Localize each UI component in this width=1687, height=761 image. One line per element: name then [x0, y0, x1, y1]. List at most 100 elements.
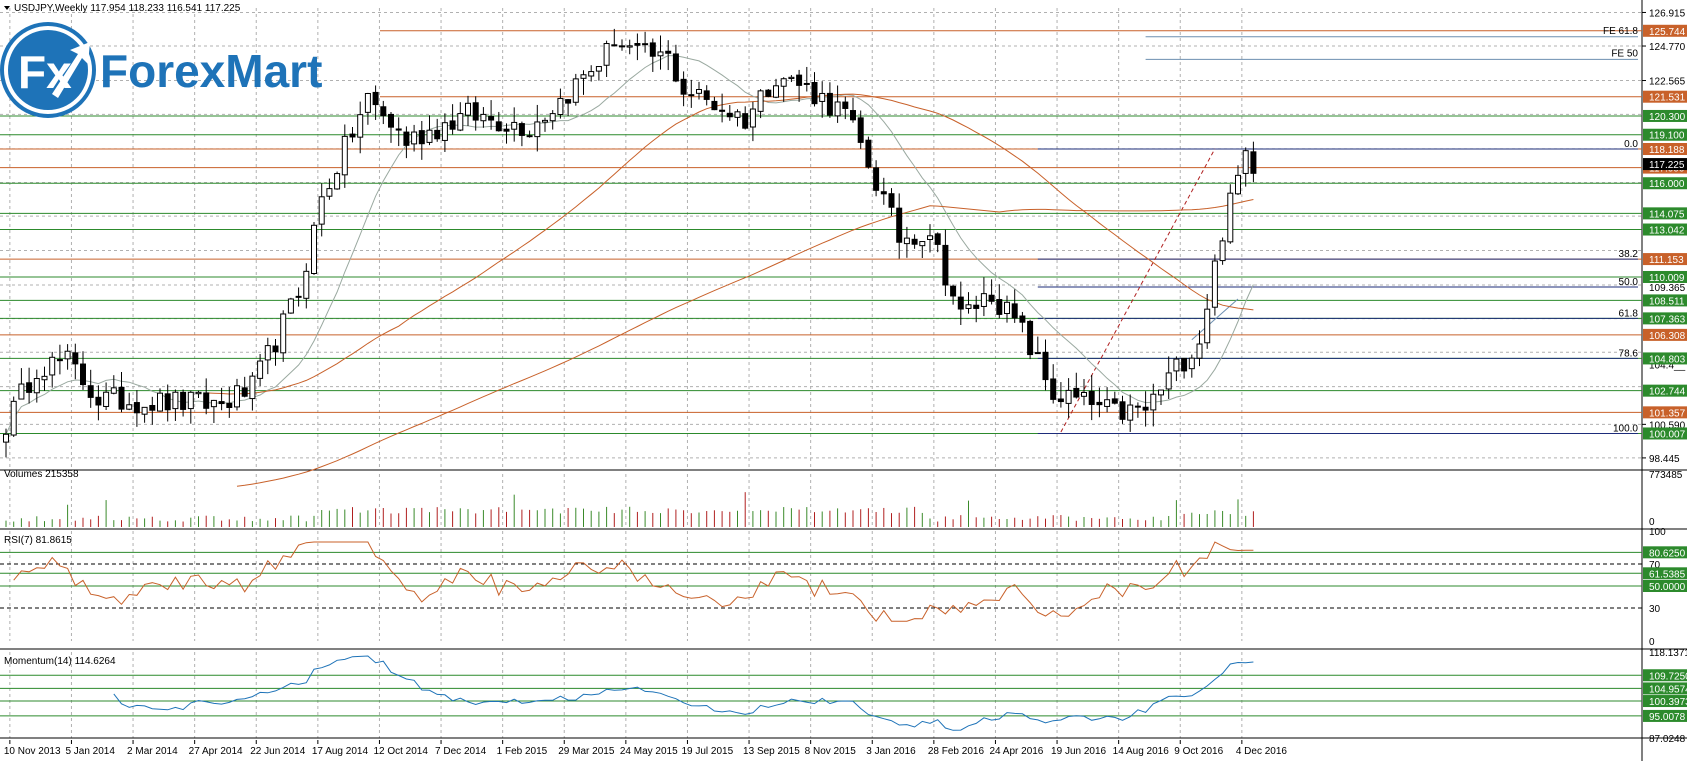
candle: [164, 384, 171, 422]
candle-body: [426, 129, 433, 143]
candle-body: [226, 402, 233, 409]
fib-extension-label: FE 50: [1611, 48, 1638, 59]
candle-body: [49, 356, 56, 376]
candle-body: [657, 51, 664, 57]
candle-body: [33, 378, 40, 394]
candle: [642, 31, 649, 53]
candle: [965, 292, 972, 314]
candle: [1104, 387, 1111, 413]
candle: [441, 113, 448, 152]
momentum-level-tag: [1643, 682, 1687, 695]
candle-body: [372, 91, 379, 106]
candle-body: [118, 386, 125, 410]
rsi-tick-label: 100: [1649, 527, 1666, 538]
candle-body: [611, 44, 618, 47]
candle-body: [110, 387, 117, 394]
price-tick-label: 98.445: [1649, 454, 1680, 465]
candle: [10, 396, 17, 437]
candle: [1250, 141, 1257, 183]
candle-body: [865, 139, 872, 168]
candle: [626, 39, 633, 55]
candle: [295, 287, 302, 307]
chart-title: USDJPY,Weekly 117.954 118.233 116.541 11…: [14, 3, 241, 14]
candle: [842, 96, 849, 120]
candle: [557, 88, 564, 119]
candle-body: [488, 115, 495, 121]
forexmart-logo: Fx ForexMart: [0, 22, 322, 118]
fibonacci-label: 100.0: [1613, 423, 1638, 434]
level-price-tag-label: 108.511: [1649, 296, 1685, 307]
candle: [850, 97, 856, 123]
logo-badge-text: Fx: [18, 46, 72, 98]
candle: [1219, 237, 1226, 265]
candle: [1142, 391, 1149, 427]
candle-body: [526, 135, 533, 138]
dropdown-triangle-icon: [4, 6, 10, 10]
candle: [103, 382, 110, 410]
candle-body: [634, 43, 641, 46]
candle: [1042, 339, 1049, 391]
candle-body: [696, 89, 702, 94]
candle: [1034, 336, 1041, 355]
candle-body: [1173, 358, 1180, 372]
candle-body: [672, 53, 679, 82]
candle: [326, 178, 333, 200]
fibonacci: 0.0 38.2 50.0 61.8 78.6 100.0 FE 61.8 FE 50: [1037, 26, 1638, 434]
candle-body: [1111, 398, 1118, 404]
candle: [303, 263, 310, 309]
candle-body: [1034, 352, 1041, 355]
candle: [911, 234, 918, 249]
candle: [757, 89, 764, 119]
candle: [403, 126, 410, 159]
momentum-panel: Momentum(14) 114.6264 118.1371 87.0248 109.…: [0, 648, 1687, 745]
time-tick-label: 13 Sep 2015: [743, 746, 800, 757]
time-tick-label: 28 Feb 2016: [928, 746, 985, 757]
rsi-tick-label: 0: [1649, 637, 1655, 648]
candle-body: [311, 224, 317, 274]
candle: [603, 40, 610, 77]
level-price-tag-label: 121.531: [1649, 93, 1686, 104]
candle: [226, 386, 233, 418]
candle-body: [264, 345, 271, 361]
level-price-tag: [1643, 406, 1687, 419]
candle: [426, 115, 433, 146]
time-axis: 10 Nov 2013 5 Jan 2014 2 Mar 2014 27 Apr 20…: [4, 740, 1287, 757]
current-price-tag: [1643, 158, 1687, 171]
candle-body: [542, 119, 548, 123]
candle-body: [619, 45, 625, 48]
candle-body: [149, 404, 156, 411]
candle: [1173, 356, 1180, 382]
candle-body: [303, 270, 310, 299]
level-price-tag: [1643, 223, 1687, 236]
candle-body: [180, 391, 187, 410]
candle-body: [1211, 260, 1218, 308]
time-tick-label: 2 Mar 2014: [127, 746, 178, 757]
time-tick-label: 22 Jun 2014: [250, 746, 305, 757]
candle-body: [1088, 390, 1095, 405]
rsi-tick-label: 30: [1649, 604, 1661, 615]
candle: [826, 82, 833, 118]
candle: [180, 389, 187, 417]
candle-body: [726, 112, 733, 118]
candle-body: [172, 391, 179, 410]
candle-body: [957, 296, 964, 310]
candle: [1057, 382, 1064, 408]
candle-body: [580, 74, 587, 79]
candle-body: [126, 404, 133, 410]
candle-body: [888, 193, 895, 208]
candle: [1181, 357, 1188, 379]
candle: [249, 372, 256, 411]
candle-body: [1073, 387, 1080, 398]
level-price-tag: [1643, 312, 1687, 325]
candle-body: [349, 133, 356, 138]
candle-body: [834, 101, 841, 117]
arrow-up-right-icon: [52, 42, 90, 98]
moving-averages: [5, 55, 1254, 487]
candle: [95, 385, 102, 421]
candle-body: [203, 392, 210, 409]
fib-price-readout: 109.365: [1649, 283, 1686, 294]
rsi-panel: RSI(7) 81.8615 100 70 30 0 80.6250 61.5385 50.0…: [0, 527, 1687, 648]
candle: [580, 70, 587, 95]
candle: [1050, 364, 1057, 404]
